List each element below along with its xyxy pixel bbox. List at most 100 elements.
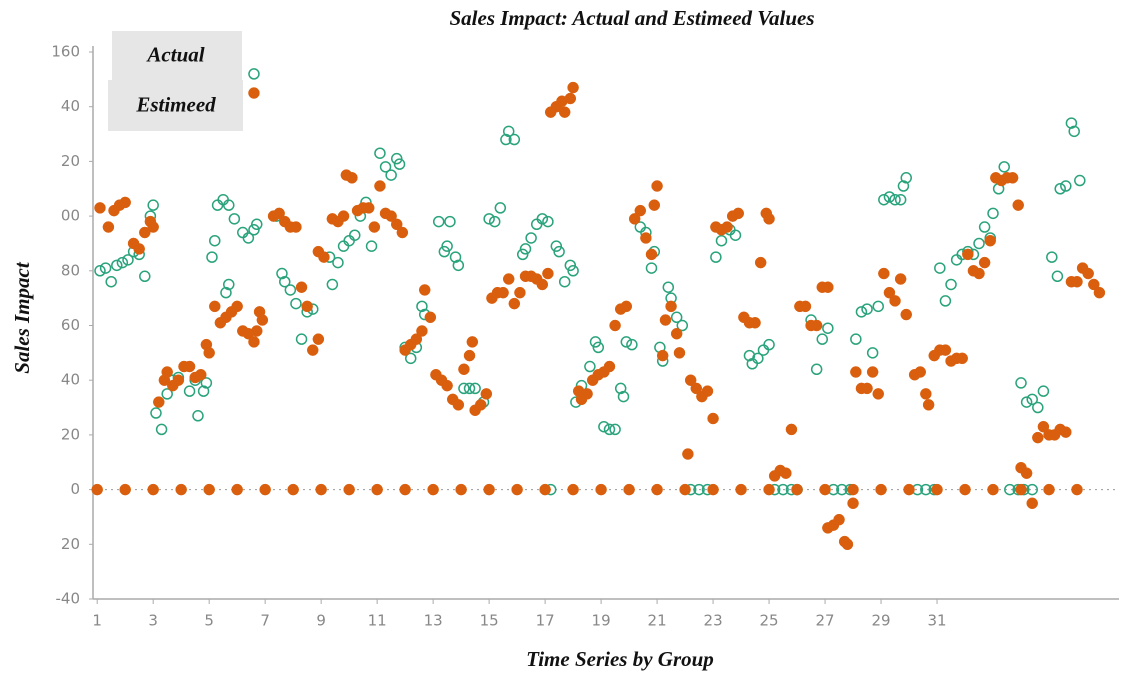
point: [231, 300, 243, 313]
point: [153, 396, 165, 408]
point: [978, 256, 991, 269]
point: [508, 297, 521, 310]
point: [609, 319, 621, 332]
point: [564, 92, 577, 105]
point: [399, 483, 411, 496]
point: [900, 308, 912, 321]
point: [589, 336, 602, 348]
point: [542, 267, 554, 280]
point: [984, 234, 996, 247]
point: [362, 202, 375, 214]
point: [494, 202, 507, 214]
point: [290, 297, 302, 310]
point: [1060, 426, 1072, 438]
point: [516, 248, 529, 261]
point: [150, 407, 162, 419]
y-tick-label: 20: [61, 425, 80, 443]
point: [385, 169, 397, 181]
point: [950, 254, 963, 266]
x-tick-label: 17: [536, 612, 555, 630]
point: [1020, 396, 1033, 408]
point: [284, 284, 297, 296]
x-tick-label: 7: [260, 612, 270, 630]
legend-box: [112, 31, 242, 80]
point: [416, 325, 428, 337]
point: [550, 240, 563, 252]
point: [365, 240, 378, 252]
point: [1037, 420, 1050, 433]
point: [878, 267, 890, 280]
point: [390, 218, 403, 231]
point: [273, 207, 285, 220]
x-tick-label: 9: [316, 612, 326, 630]
point: [679, 483, 691, 496]
point: [866, 366, 879, 378]
point: [343, 234, 355, 247]
legend-label: Actual: [145, 42, 204, 66]
point: [1026, 393, 1038, 406]
point: [466, 336, 479, 348]
point: [645, 248, 658, 261]
point: [894, 273, 907, 285]
point: [620, 300, 633, 313]
point: [1026, 483, 1038, 496]
point: [438, 245, 451, 258]
point: [343, 483, 355, 496]
point: [301, 300, 313, 313]
point: [592, 341, 605, 354]
point: [228, 213, 241, 225]
point: [729, 229, 742, 241]
point: [1074, 174, 1086, 187]
point: [861, 382, 873, 395]
x-tick-label: 11: [368, 612, 387, 630]
point: [763, 483, 775, 496]
point: [418, 284, 431, 296]
point: [279, 275, 291, 288]
point: [368, 221, 381, 233]
y-tick-label: 40: [61, 97, 80, 115]
point: [810, 319, 823, 332]
x-tick-label: 25: [760, 612, 779, 630]
point: [690, 382, 703, 395]
point: [139, 270, 151, 283]
point: [875, 483, 887, 496]
point: [147, 221, 159, 233]
point: [656, 349, 669, 362]
point: [1054, 183, 1066, 195]
point: [248, 224, 260, 236]
point: [670, 327, 683, 340]
point: [508, 133, 521, 146]
point: [99, 262, 112, 274]
point: [211, 199, 224, 211]
point: [396, 226, 409, 239]
point: [337, 210, 350, 222]
point: [332, 256, 344, 269]
point: [780, 467, 792, 479]
point: [432, 215, 445, 228]
point: [558, 275, 571, 288]
point: [287, 483, 299, 496]
point: [1060, 180, 1072, 192]
y-tick-label: 00: [61, 207, 80, 225]
y-tick-label: 160: [51, 43, 80, 61]
point: [1032, 401, 1044, 414]
point: [900, 172, 912, 184]
point: [326, 278, 339, 291]
point: [819, 483, 831, 496]
point: [973, 267, 985, 280]
point: [200, 377, 213, 389]
x-tick-label: 31: [927, 612, 946, 630]
point: [469, 382, 481, 395]
point: [458, 382, 470, 395]
point: [987, 207, 999, 220]
point: [883, 191, 896, 203]
point: [203, 483, 215, 496]
point: [732, 207, 745, 220]
point: [248, 87, 260, 99]
point: [248, 68, 260, 80]
point: [91, 483, 103, 496]
point: [237, 226, 249, 239]
point: [1071, 275, 1083, 288]
point: [665, 300, 677, 313]
